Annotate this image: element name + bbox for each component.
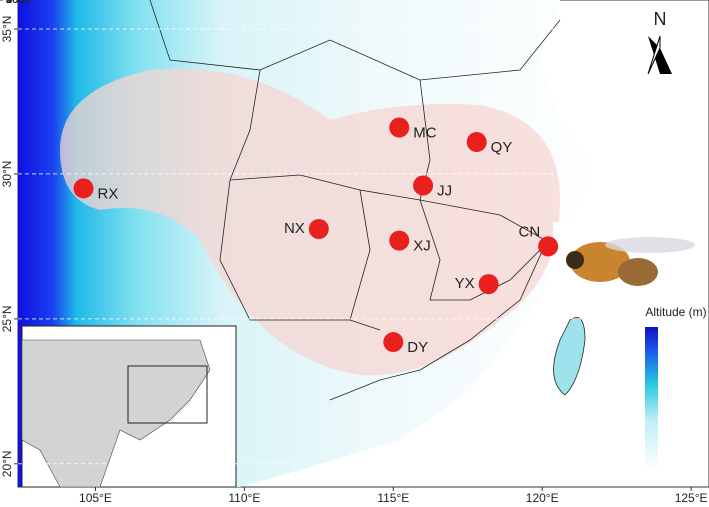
colorbar-tick-label: 1000 <box>6 0 30 6</box>
x-tick-label: 115°E <box>377 491 409 505</box>
north-arrow-shape <box>648 36 672 74</box>
legend-title: Altitude (m) <box>645 305 706 319</box>
x-tick-label: 120°E <box>526 491 559 505</box>
x-tick-label: 105°E <box>79 491 112 505</box>
y-tick-label: 30°N <box>0 161 14 188</box>
north-arrow: N <box>647 9 672 75</box>
site-label: CN <box>518 223 540 240</box>
inset-land <box>21 339 211 488</box>
site-label: MC <box>413 125 436 142</box>
legend: Altitude (m) <box>645 305 707 470</box>
site-label: RX <box>98 185 119 202</box>
site-label: JJ <box>437 182 452 199</box>
site-label: QY <box>491 139 513 156</box>
inset-extent <box>127 365 208 424</box>
taiwan <box>553 317 586 396</box>
site-marker <box>466 132 487 153</box>
colorbar-tick-label: 0 <box>6 0 12 6</box>
site-marker <box>308 219 329 240</box>
site-marker <box>383 332 404 353</box>
x-tick-label: 110°E <box>228 491 260 505</box>
colorbar-tick-label: 3000 <box>6 0 30 6</box>
north-arrow-outline <box>647 35 661 75</box>
site-marker <box>73 178 94 199</box>
site-marker <box>538 236 559 257</box>
site-marker <box>413 175 434 196</box>
site-label: DY <box>407 339 428 356</box>
site-label: YX <box>455 275 475 292</box>
y-tick-label: 25°N <box>0 305 14 332</box>
site-label: NX <box>284 220 305 237</box>
colorbar-tick-label: 5000 <box>6 0 30 6</box>
bee-wing <box>605 237 695 253</box>
colorbar-tick-label: 4000 <box>6 0 30 6</box>
y-tick-label: 20°N <box>0 450 14 477</box>
bee-abdomen <box>618 258 658 286</box>
site-marker <box>389 230 410 251</box>
borders <box>149 0 561 401</box>
colorbar-tick-label: 2000 <box>6 0 30 6</box>
y-tick-label: 35°N <box>0 16 14 43</box>
bee-body <box>570 242 630 282</box>
inset-map <box>21 325 237 488</box>
site-label: XJ <box>413 238 431 255</box>
bee-photo <box>553 222 705 297</box>
north-label: N <box>654 9 667 29</box>
colorbar <box>645 327 658 470</box>
site-marker <box>389 117 410 138</box>
distribution-range <box>60 68 560 376</box>
bee-head <box>566 251 584 269</box>
map-panel: N Altitude (m) <box>17 0 709 488</box>
x-tick-label: 125°E <box>675 491 708 505</box>
site-marker <box>478 274 499 295</box>
